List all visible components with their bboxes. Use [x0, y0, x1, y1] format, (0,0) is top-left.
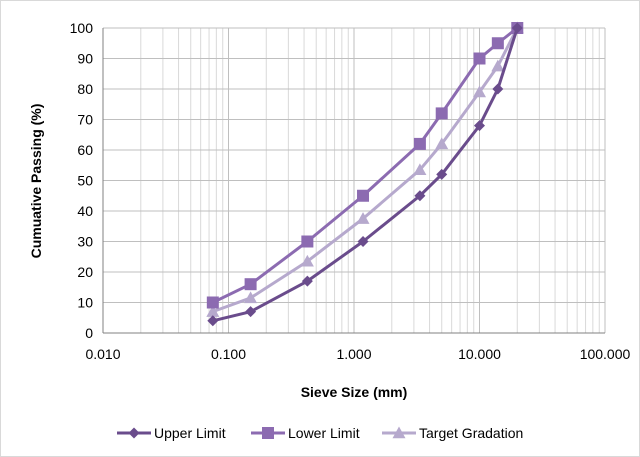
y-tick-label: 90: [77, 51, 93, 67]
legend-item-lower-limit: Lower Limit: [251, 425, 360, 441]
upper-limit-point: [207, 315, 219, 327]
x-tick-label: 100.000: [580, 346, 631, 362]
upper-limit-point: [474, 120, 485, 132]
upper-limit-point: [414, 190, 426, 202]
y-tick-label: 100: [70, 20, 94, 36]
y-axis-title: Cumuative Passing (%): [28, 104, 44, 259]
y-tick-label: 30: [77, 234, 93, 250]
lower-limit-point: [206, 296, 219, 309]
x-axis-title: Sieve Size (mm): [301, 384, 408, 400]
lower-limit-point: [413, 137, 426, 150]
series-lower-limit: [206, 22, 524, 309]
legend-marker: [262, 427, 274, 439]
grid: [102, 27, 606, 334]
upper-limit-point: [511, 22, 523, 34]
target-gradation-point: [356, 212, 370, 224]
target-gradation-point: [473, 85, 486, 98]
upper-limit-point: [245, 306, 257, 318]
target-gradation-point: [244, 291, 258, 304]
series-upper-limit: [207, 22, 523, 327]
y-tick-label: 70: [77, 112, 93, 128]
target-gradation-point: [300, 254, 314, 267]
lower-limit-point: [473, 52, 486, 65]
lower-limit-point: [301, 235, 314, 248]
x-tick-label: 10.000: [458, 346, 501, 362]
y-tick-label: 50: [77, 173, 93, 189]
axes: 0.010 0.100 1.000 10.000 100.000 0 10 20 30 40 50 6…: [70, 20, 631, 362]
target-gradation-point: [413, 163, 427, 176]
upper-limit-point: [492, 83, 504, 95]
x-tick-label: 0.100: [211, 346, 246, 362]
y-tick-label: 10: [77, 295, 93, 311]
y-tick-label: 0: [85, 325, 93, 341]
upper-limit-point: [301, 275, 313, 287]
y-tick-label: 40: [77, 203, 93, 219]
legend-marker: [392, 426, 406, 439]
legend-label: Upper Limit: [154, 425, 226, 441]
target-gradation-point: [491, 59, 505, 72]
legend-label: Target Gradation: [419, 425, 523, 441]
legend-item-target-gradation: Target Gradation: [382, 425, 523, 441]
target-gradation-point: [435, 137, 449, 150]
lower-limit-point: [357, 189, 370, 202]
target-gradation-point: [206, 305, 220, 317]
lower-limit-point: [435, 107, 448, 120]
y-tick-label: 80: [77, 81, 93, 97]
legend-marker: [128, 427, 140, 439]
x-tick-label: 0.010: [85, 346, 120, 362]
lower-limit-point: [244, 278, 257, 291]
upper-limit-point: [357, 236, 369, 247]
y-tick-label: 60: [77, 142, 93, 158]
upper-limit-point: [436, 168, 448, 180]
legend-item-upper-limit: Upper Limit: [117, 425, 226, 441]
x-tick-label: 1.000: [336, 346, 371, 362]
series-group: [206, 21, 524, 327]
y-tick-label: 20: [77, 264, 93, 280]
legend-label: Lower Limit: [288, 425, 360, 441]
lower-limit-point: [491, 37, 504, 50]
legend: Upper Limit Lower Limit Target Gradation: [117, 425, 523, 441]
